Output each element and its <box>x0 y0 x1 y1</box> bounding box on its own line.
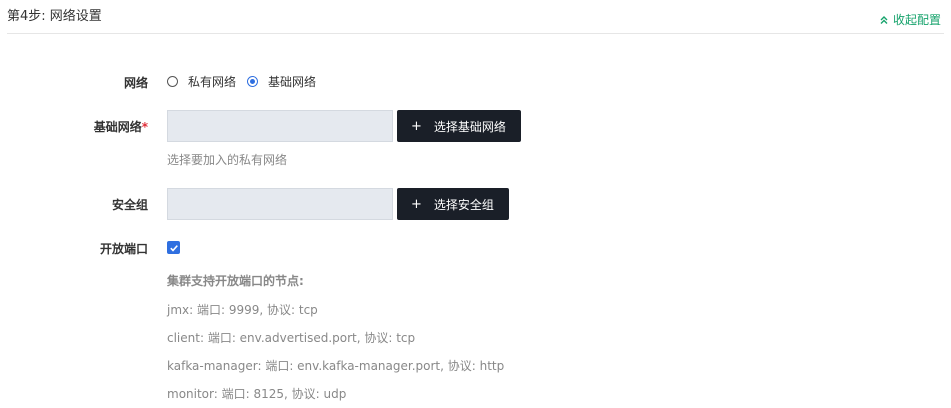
select-security-group-label: 选择安全组 <box>433 197 494 212</box>
select-base-network-button[interactable]: + 选择基础网络 <box>397 110 521 142</box>
collapse-config-link[interactable]: 收起配置 <box>879 11 941 28</box>
radio-circle[interactable] <box>167 76 178 87</box>
select-base-network-label: 选择基础网络 <box>433 119 506 134</box>
security-group-label: 安全组 <box>111 198 148 212</box>
base-network-label: 基础网络* <box>0 118 148 135</box>
radio-circle-checked[interactable] <box>247 76 259 87</box>
double-chevron-up-icon <box>880 15 888 24</box>
base-network-hint: 选择要加入的私有网络 <box>167 153 288 167</box>
plus-icon: + <box>411 196 422 212</box>
required-mark: * <box>141 120 148 134</box>
radio-private-network-label: 私有网络 <box>188 75 237 89</box>
node-line: monitor: 端口: 8125, 协议: udp <box>167 387 347 401</box>
radio-base-network-label: 基础网络 <box>268 75 317 89</box>
node-line: client: 端口: env.advertised.port, 协议: tcp <box>167 331 416 345</box>
nodes-title: 集群支持开放端口的节点: <box>167 274 304 288</box>
checkmark-icon <box>169 244 178 252</box>
network-label: 网络 <box>123 76 148 90</box>
base-network-label-text: 基础网络 <box>93 120 142 134</box>
network-radio-group: 私有网络 基础网络 <box>167 73 327 90</box>
select-security-group-button[interactable]: + 选择安全组 <box>397 188 509 220</box>
collapse-config-label: 收起配置 <box>892 13 941 27</box>
header-divider <box>7 33 944 34</box>
open-ports-checkbox[interactable] <box>167 241 180 254</box>
node-line: jmx: 端口: 9999, 协议: tcp <box>167 303 318 317</box>
step-title: 第4步: 网络设置 <box>7 9 102 24</box>
radio-private-network[interactable]: 私有网络 <box>167 73 236 90</box>
plus-icon: + <box>411 118 422 134</box>
open-ports-label: 开放端口 <box>99 242 148 256</box>
radio-base-network[interactable]: 基础网络 <box>247 73 316 90</box>
security-group-input[interactable] <box>167 188 393 220</box>
base-network-input[interactable] <box>167 110 393 142</box>
node-line: kafka-manager: 端口: env.kafka-manager.por… <box>167 359 505 373</box>
